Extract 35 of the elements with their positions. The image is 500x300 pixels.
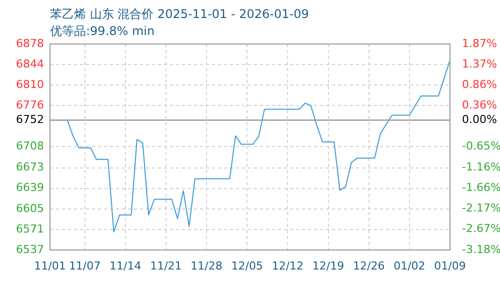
y2-tick-label: 0.00% [462, 113, 497, 126]
y2-tick-label: 0.86% [462, 78, 497, 92]
y-tick-label: 6844 [16, 57, 44, 70]
y2-tick-label: -0.65% [462, 140, 500, 153]
y2-tick-label: -2.67% [462, 222, 500, 236]
y-tick-label: 6708 [16, 140, 44, 153]
y-tick-label: 6810 [16, 78, 44, 91]
y2-tick-label: -2.17% [462, 202, 500, 215]
x-tick-label: 11/01 [34, 259, 66, 272]
y-tick-label: 6605 [16, 202, 44, 215]
x-tick-label: 12/12 [272, 259, 304, 272]
x-tick-label: 11/28 [190, 259, 222, 272]
x-tick-label: 01/09 [434, 259, 466, 272]
y-tick-label: 6776 [16, 98, 44, 112]
y-tick-label: 6673 [16, 160, 44, 174]
y2-tick-label: 0.36% [462, 98, 497, 112]
y-tick-label: 6639 [16, 181, 44, 194]
chart-subtitle: 优等品:99.8% min [50, 23, 155, 40]
y2-tick-label: -1.16% [462, 160, 500, 174]
y2-tick-label: -1.66% [462, 180, 500, 194]
x-tick-label: 12/19 [312, 259, 344, 272]
x-tick-label: 12/05 [231, 259, 263, 272]
x-tick-label: 01/02 [394, 259, 426, 272]
y2-tick-label: 1.37% [462, 57, 497, 70]
y-tick-label: 6878 [16, 36, 44, 50]
y-tick-label: 6752 [16, 112, 44, 126]
y-tick-label: 6571 [16, 222, 44, 236]
y2-tick-label: -3.18% [462, 242, 500, 256]
x-tick-label: 11/14 [110, 259, 142, 272]
y-tick-label: 6537 [16, 242, 44, 256]
y2-tick-label: 1.87% [462, 36, 497, 50]
x-tick-label: 11/07 [68, 259, 101, 272]
x-tick-label: 12/26 [352, 259, 385, 272]
chart-title: 苯乙烯 山东 混合价 2025-11-01 - 2026-01-09 [50, 6, 309, 23]
x-tick-label: 11/21 [150, 259, 182, 272]
